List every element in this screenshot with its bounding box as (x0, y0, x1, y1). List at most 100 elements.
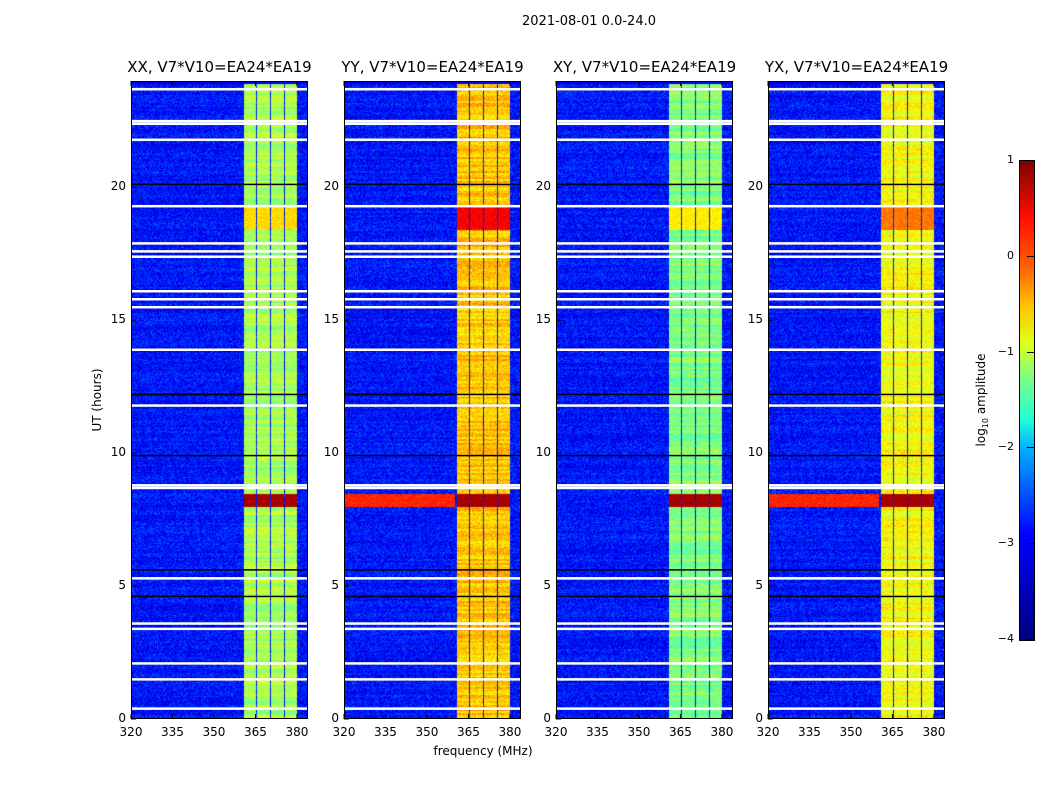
heatmap-image (344, 81, 521, 719)
dark-row (768, 393, 945, 396)
flagged-row (344, 348, 521, 351)
flagged-row (556, 290, 733, 293)
flagged-row (768, 138, 945, 141)
flagged-row (131, 577, 308, 580)
flagged-row (131, 348, 308, 351)
flagged-row (344, 290, 521, 293)
flagged-row (556, 627, 733, 631)
dark-row (768, 454, 945, 457)
y-tick-label: 20 (323, 179, 339, 194)
heatmap-panel-4: YX, V7*V10=EA24*EA19 320 335 350 365 380 0 5 10 1… (748, 58, 948, 739)
colorbar-tick-mark (1027, 255, 1034, 257)
dark-row (768, 569, 945, 571)
x-tick-label: 380 (710, 725, 734, 739)
flagged-row (556, 348, 733, 351)
y-tick-label: 20 (535, 179, 551, 194)
dark-row (344, 183, 521, 186)
y-tick-label: 15 (110, 312, 126, 327)
flagged-row (768, 250, 945, 253)
y-tick-label: 0 (331, 711, 339, 725)
flagged-row (344, 622, 521, 625)
colorbar-tick-mark (1027, 160, 1034, 161)
x-tick-label: 335 (798, 725, 821, 739)
dark-row (768, 183, 945, 186)
flagged-row (344, 662, 521, 665)
dark-row (344, 595, 521, 598)
colorbar-label: log10 amplitude (973, 353, 991, 447)
dark-row (131, 595, 308, 598)
colorbar-tick-label: −2 (997, 440, 1014, 454)
figure-title: 2021-08-01 0.0-24.0 (522, 14, 656, 29)
flagged-row (131, 707, 308, 710)
flagged-row (344, 678, 521, 681)
heatmap-image (131, 81, 308, 719)
y-tick-label: 0 (118, 711, 126, 725)
x-tick-label: 335 (374, 725, 397, 739)
heatmap-image (556, 81, 733, 719)
x-tick-label: 365 (669, 725, 692, 739)
flagged-row (344, 707, 521, 710)
flagged-row (768, 577, 945, 580)
x-tick-label: 335 (586, 725, 609, 739)
colorbar-tick-mark (1027, 447, 1034, 449)
flagged-row (344, 87, 521, 91)
heatmap-image (768, 81, 945, 719)
flagged-row (344, 119, 521, 123)
colorbar-tick-label: 0 (1007, 248, 1014, 262)
flagged-row (131, 404, 308, 407)
flagged-row (556, 87, 733, 91)
colorbar-tick-label: −1 (997, 344, 1014, 358)
flagged-row (556, 297, 733, 301)
dark-row (131, 183, 308, 186)
y-tick-label: 15 (323, 312, 339, 327)
x-tick-label: 350 (627, 725, 651, 739)
flagged-row (131, 242, 308, 245)
dark-row (556, 183, 733, 186)
flagged-row (768, 297, 945, 301)
flagged-row (768, 204, 945, 208)
flagged-row (768, 486, 945, 490)
y-tick-label: 15 (535, 312, 551, 327)
y-tick-label: 20 (747, 179, 763, 194)
flagged-row (768, 242, 945, 245)
flagged-row (768, 87, 945, 91)
flagged-row (344, 122, 521, 126)
y-tick-label: 5 (543, 578, 551, 593)
flagged-row (131, 297, 308, 301)
y-tick-label: 10 (535, 445, 551, 460)
flagged-row (768, 119, 945, 123)
dark-row (131, 393, 308, 396)
x-tick-label: 320 (756, 725, 780, 739)
colorbar-tick-label: −3 (997, 536, 1014, 550)
x-tick-label: 320 (119, 725, 143, 739)
flagged-row (556, 242, 733, 245)
flagged-row (768, 662, 945, 665)
flagged-row (344, 486, 521, 490)
dark-row (131, 569, 308, 571)
y-tick-label: 5 (755, 578, 763, 593)
flagged-row (344, 250, 521, 253)
y-axis-label: UT (hours) (90, 368, 104, 432)
flagged-row (768, 678, 945, 681)
colorbar-tick-mark (1027, 639, 1034, 640)
y-tick-label: 0 (543, 711, 551, 725)
dark-row (556, 595, 733, 598)
heatmap-panel-3: XY, V7*V10=EA24*EA19 320 335 350 365 380 0 5 10 1… (536, 58, 736, 739)
flagged-row (131, 255, 308, 258)
x-tick-label: 350 (202, 725, 226, 739)
x-tick-label: 365 (457, 725, 480, 739)
flagged-row (768, 404, 945, 407)
x-tick-label: 380 (285, 725, 309, 739)
flagged-row (556, 484, 733, 487)
flagged-row (556, 138, 733, 141)
y-tick-label: 20 (110, 179, 126, 194)
flagged-row (131, 250, 308, 253)
dark-row (344, 393, 521, 396)
flagged-row (131, 484, 308, 487)
flagged-row (131, 119, 308, 123)
x-tick-label: 380 (922, 725, 946, 739)
y-tick-label: 10 (323, 445, 339, 460)
flagged-row (768, 484, 945, 487)
flagged-row (131, 622, 308, 625)
